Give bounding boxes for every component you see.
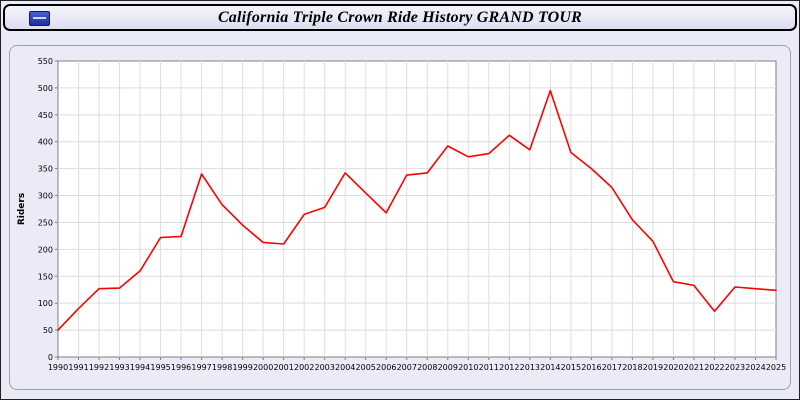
- x-tick-label: 2015: [561, 363, 581, 372]
- x-tick-label: 2024: [745, 363, 765, 372]
- y-tick-label: 500: [38, 84, 53, 93]
- x-tick-label: 2023: [725, 363, 745, 372]
- x-tick-label: 1997: [191, 363, 211, 372]
- x-tick-label: 2016: [581, 363, 601, 372]
- y-tick-label: 0: [48, 353, 53, 362]
- x-tick-label: 1990: [48, 363, 68, 372]
- x-tick-label: 2010: [458, 363, 478, 372]
- x-tick-label: 2025: [766, 363, 786, 372]
- x-tick-label: 2003: [315, 363, 335, 372]
- y-tick-label: 300: [38, 192, 53, 201]
- x-tick-label: 1995: [150, 363, 170, 372]
- x-tick-label: 2001: [273, 363, 293, 372]
- x-tick-label: 2020: [663, 363, 683, 372]
- page-title: California Triple Crown Ride History GRA…: [217, 8, 583, 26]
- y-tick-label: 150: [38, 272, 53, 281]
- x-tick-label: 1991: [68, 363, 88, 372]
- x-tick-label: 1996: [171, 363, 191, 372]
- x-tick-label: 2006: [376, 363, 396, 372]
- y-tick-label: 450: [38, 111, 53, 120]
- series-line-riders: [57, 89, 777, 331]
- plot-area: [57, 60, 777, 358]
- chart-panel: 1990 1991 1992 1993 1994 1995 1996 1997 1998 1999…: [9, 45, 791, 390]
- y-tick-label: 50: [43, 326, 53, 335]
- x-tick-label: 1998: [212, 363, 232, 372]
- y-tick-label: 200: [38, 245, 53, 254]
- title-bar: California Triple Crown Ride History GRA…: [3, 4, 797, 31]
- x-tick-label: 2022: [704, 363, 724, 372]
- x-tick-label: 1993: [109, 363, 129, 372]
- y-axis-label: Riders: [17, 193, 27, 225]
- x-tick-label: 2017: [602, 363, 622, 372]
- chart-icon: [29, 11, 50, 26]
- x-tick-label: 1992: [89, 363, 109, 372]
- x-tick-label: 2012: [499, 363, 519, 372]
- x-tick-label: 2019: [643, 363, 663, 372]
- x-tick-label: 2013: [520, 363, 540, 372]
- x-tick-label: 2007: [397, 363, 417, 372]
- y-tick-label: 250: [38, 218, 53, 227]
- x-tick-label: 2000: [253, 363, 273, 372]
- y-tick-label: 550: [38, 57, 53, 66]
- x-tick-label: 2005: [356, 363, 376, 372]
- x-tick-label: 2014: [540, 363, 560, 372]
- x-tick-label: 2004: [335, 363, 355, 372]
- x-tick-label: 2021: [684, 363, 704, 372]
- x-tick-label: 2009: [438, 363, 458, 372]
- x-tick-label: 2002: [294, 363, 314, 372]
- y-tick-label: 350: [38, 165, 53, 174]
- x-tick-label: 2008: [417, 363, 437, 372]
- x-tick-label: 1994: [130, 363, 150, 372]
- x-tick-label: 2018: [622, 363, 642, 372]
- y-tick-label: 100: [38, 299, 53, 308]
- ride-history-line-chart: 1990 1991 1992 1993 1994 1995 1996 1997 1998 1999…: [17, 57, 786, 372]
- y-tick-label: 400: [38, 138, 53, 147]
- x-tick-label: 2011: [479, 363, 499, 372]
- x-tick-label: 1999: [232, 363, 252, 372]
